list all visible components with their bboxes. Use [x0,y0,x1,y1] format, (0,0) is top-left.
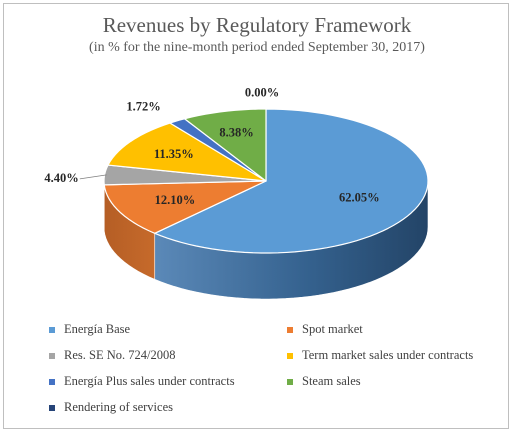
data-label-res-se-no-724-2008: 4.40% [44,171,78,185]
pie-labels: 62.05% 12.10% 4.40% 11.35% 1.72% 8.38% 0.00% [44,86,379,207]
data-label-term-market-sales-under-contracts: 11.35% [154,147,194,161]
leader-line-res-se-no-724-2008 [79,174,107,180]
data-label-energ-a-base: 62.05% [339,191,380,205]
chart-subtitle: (in % for the nine-month period ended Se… [89,40,425,55]
data-label-spot-market: 12.10% [155,193,196,207]
pie-slice-spot-market [103,180,267,234]
chart-title: Revenues by Regulatory Framework [102,13,412,37]
pie-slice-term-market-sales-under-contracts [107,122,267,182]
pie-slice-energ-a-base [154,108,429,254]
data-label-rendering-of-services: 0.00% [245,86,279,100]
pie-slice-steam-sales [183,108,267,182]
data-label-steam-sales: 8.38% [219,125,253,139]
pie-tops [103,108,429,254]
data-label-energ-a-plus-sales-under-contracts: 1.72% [126,99,160,113]
